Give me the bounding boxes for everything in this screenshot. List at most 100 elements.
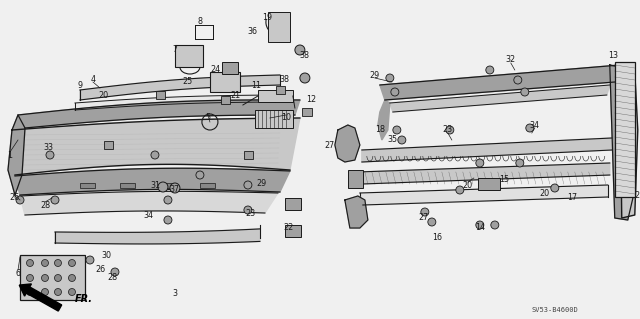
Text: 28: 28	[40, 201, 50, 210]
Circle shape	[158, 182, 168, 192]
FancyBboxPatch shape	[478, 178, 500, 190]
Circle shape	[51, 196, 59, 204]
Polygon shape	[610, 65, 635, 220]
FancyBboxPatch shape	[222, 62, 238, 74]
Text: 26: 26	[9, 194, 19, 203]
Circle shape	[486, 66, 494, 74]
Circle shape	[300, 73, 310, 83]
Polygon shape	[362, 138, 612, 162]
Circle shape	[428, 218, 436, 226]
FancyBboxPatch shape	[258, 90, 293, 102]
Text: 28: 28	[107, 273, 117, 283]
Circle shape	[446, 126, 454, 134]
FancyBboxPatch shape	[285, 225, 301, 237]
Text: 11: 11	[251, 80, 261, 90]
Text: 31: 31	[150, 182, 160, 190]
Circle shape	[26, 275, 33, 281]
Circle shape	[111, 268, 119, 276]
Circle shape	[244, 206, 252, 214]
Text: 33: 33	[43, 144, 53, 152]
Text: 12: 12	[306, 95, 316, 105]
Circle shape	[456, 186, 464, 194]
Polygon shape	[358, 163, 610, 184]
Text: 2: 2	[634, 190, 639, 199]
FancyBboxPatch shape	[276, 86, 285, 94]
Circle shape	[42, 288, 49, 295]
FancyBboxPatch shape	[255, 110, 293, 128]
Circle shape	[68, 275, 76, 281]
Text: 21: 21	[231, 91, 241, 100]
FancyBboxPatch shape	[244, 151, 253, 159]
Text: 20: 20	[463, 181, 473, 189]
Text: 36: 36	[248, 27, 258, 36]
FancyBboxPatch shape	[80, 183, 95, 188]
Circle shape	[151, 151, 159, 159]
Circle shape	[86, 256, 94, 264]
Text: 1: 1	[8, 151, 13, 160]
FancyBboxPatch shape	[20, 255, 85, 300]
Circle shape	[521, 88, 529, 96]
Text: 25: 25	[183, 78, 193, 86]
Circle shape	[386, 74, 394, 82]
Circle shape	[164, 216, 172, 224]
Circle shape	[514, 76, 522, 84]
Circle shape	[54, 259, 61, 266]
Circle shape	[476, 159, 484, 167]
Polygon shape	[80, 75, 280, 100]
Text: 27: 27	[419, 213, 429, 222]
Circle shape	[196, 171, 204, 179]
Circle shape	[26, 288, 33, 295]
Text: 5: 5	[205, 114, 211, 122]
Text: 14: 14	[475, 224, 485, 233]
Circle shape	[244, 181, 252, 189]
FancyBboxPatch shape	[160, 183, 175, 188]
Polygon shape	[345, 196, 368, 228]
Text: 7: 7	[172, 46, 177, 55]
Circle shape	[170, 183, 180, 193]
Text: 9: 9	[77, 80, 83, 90]
FancyBboxPatch shape	[210, 72, 240, 92]
Polygon shape	[8, 115, 25, 195]
Text: 18: 18	[375, 125, 385, 135]
Text: 3: 3	[172, 288, 177, 298]
FancyBboxPatch shape	[285, 198, 301, 210]
Polygon shape	[335, 125, 360, 162]
Polygon shape	[18, 100, 300, 128]
Text: 32: 32	[506, 56, 516, 64]
FancyBboxPatch shape	[104, 141, 113, 149]
Circle shape	[42, 259, 49, 266]
Text: 8: 8	[197, 18, 202, 26]
FancyBboxPatch shape	[268, 12, 290, 42]
Polygon shape	[360, 185, 608, 205]
Polygon shape	[75, 95, 275, 110]
Text: FR.: FR.	[75, 294, 93, 304]
Text: SV53-B4600D: SV53-B4600D	[531, 307, 578, 313]
Polygon shape	[380, 65, 620, 100]
Polygon shape	[620, 68, 638, 218]
FancyArrow shape	[19, 284, 61, 311]
Circle shape	[54, 275, 61, 281]
Text: 17: 17	[567, 194, 577, 203]
Text: 27: 27	[324, 140, 335, 150]
Text: 38: 38	[280, 76, 290, 85]
Circle shape	[54, 288, 61, 295]
Text: 35: 35	[388, 136, 398, 145]
Circle shape	[393, 126, 401, 134]
Polygon shape	[15, 168, 290, 195]
FancyBboxPatch shape	[175, 45, 203, 67]
Text: 20: 20	[98, 91, 108, 100]
FancyBboxPatch shape	[200, 183, 215, 188]
Text: 23: 23	[246, 209, 256, 218]
Circle shape	[516, 159, 524, 167]
Text: 10: 10	[281, 114, 291, 122]
FancyBboxPatch shape	[302, 108, 312, 116]
Polygon shape	[12, 118, 300, 175]
FancyBboxPatch shape	[120, 183, 135, 188]
Circle shape	[391, 88, 399, 96]
Circle shape	[164, 196, 172, 204]
Circle shape	[491, 221, 499, 229]
Circle shape	[526, 124, 534, 132]
Circle shape	[68, 288, 76, 295]
Text: 4: 4	[90, 76, 95, 85]
Text: 24: 24	[211, 65, 221, 75]
